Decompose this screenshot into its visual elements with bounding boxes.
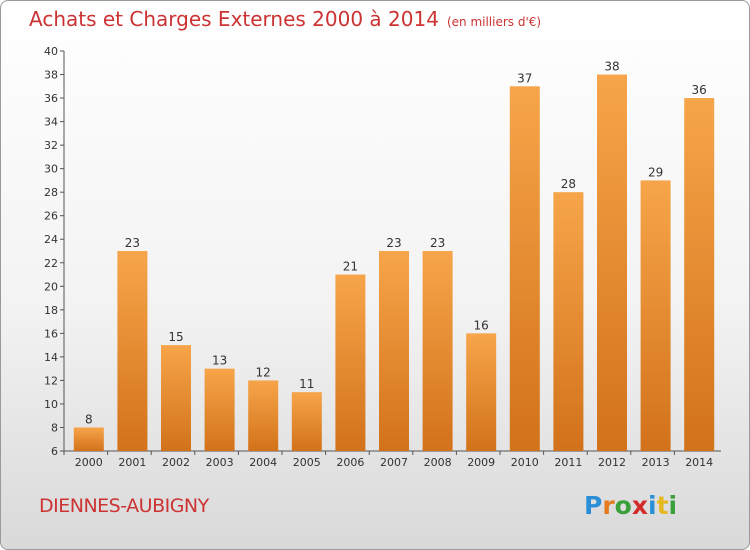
chart-title: Achats et Charges Externes 2000 à 2014 (e… xyxy=(29,7,541,31)
y-tick-label: 38 xyxy=(44,69,58,82)
y-tick-label: 8 xyxy=(51,421,58,434)
y-tick-label: 26 xyxy=(44,210,58,223)
x-tick-label: 2002 xyxy=(162,456,190,469)
bar xyxy=(597,74,627,451)
bar-value-label: 15 xyxy=(168,330,183,344)
proxiti-logo: Proxiti xyxy=(584,491,677,520)
logo-letter: o xyxy=(614,491,632,520)
logo-letter: t xyxy=(656,491,669,520)
chart-title-text: Achats et Charges Externes 2000 à 2014 xyxy=(29,7,439,31)
x-tick-label: 2000 xyxy=(75,456,103,469)
y-tick-label: 14 xyxy=(44,351,58,364)
y-tick-label: 22 xyxy=(44,257,58,270)
y-tick-label: 28 xyxy=(44,186,58,199)
y-tick-label: 30 xyxy=(44,163,58,176)
bar xyxy=(161,345,191,451)
bar-value-label: 21 xyxy=(343,260,358,274)
x-tick-label: 2012 xyxy=(598,456,626,469)
y-tick-label: 6 xyxy=(51,445,58,458)
bar-value-label: 8 xyxy=(85,412,93,426)
y-tick-label: 12 xyxy=(44,374,58,387)
logo-letter: r xyxy=(602,491,615,520)
bar-value-label: 38 xyxy=(604,60,619,74)
bar xyxy=(204,368,235,451)
x-tick-label: 2005 xyxy=(293,456,321,469)
bar-value-label: 12 xyxy=(256,365,271,379)
y-tick-label: 20 xyxy=(44,280,58,293)
logo-letter: i xyxy=(648,491,657,520)
bar-value-label: 29 xyxy=(648,165,663,179)
bar xyxy=(248,380,279,451)
bar-value-label: 37 xyxy=(517,71,532,85)
y-tick-label: 36 xyxy=(44,92,58,105)
logo-letter: i xyxy=(668,491,678,520)
y-tick-label: 10 xyxy=(44,398,58,411)
x-tick-label: 2013 xyxy=(642,456,670,469)
bar xyxy=(640,180,671,452)
bar xyxy=(684,98,715,451)
bar-value-label: 23 xyxy=(386,236,401,250)
bar-value-label: 23 xyxy=(125,236,140,250)
logo-letter: x xyxy=(631,491,648,520)
x-tick-label: 2008 xyxy=(424,456,452,469)
x-tick-label: 2001 xyxy=(118,456,146,469)
x-tick-label: 2007 xyxy=(380,456,408,469)
x-tick-label: 2003 xyxy=(206,456,234,469)
bar xyxy=(509,86,540,451)
bar xyxy=(291,392,322,451)
x-tick-label: 2010 xyxy=(511,456,539,469)
y-tick-label: 40 xyxy=(44,45,58,58)
y-tick-label: 34 xyxy=(44,116,58,129)
logo-letter: P xyxy=(584,491,603,520)
bar-value-label: 28 xyxy=(561,177,576,191)
chart-unit: (en milliers d'€) xyxy=(446,15,542,29)
bar-value-label: 36 xyxy=(692,83,707,97)
bar-value-label: 13 xyxy=(212,354,227,368)
bar xyxy=(466,333,497,451)
bar-value-label: 16 xyxy=(474,318,489,332)
bar xyxy=(553,192,584,452)
bar xyxy=(379,251,409,451)
bar xyxy=(117,251,148,451)
x-tick-label: 2006 xyxy=(336,456,364,469)
x-tick-label: 2009 xyxy=(467,456,495,469)
y-tick-label: 32 xyxy=(44,139,58,152)
x-tick-label: 2011 xyxy=(554,456,582,469)
y-tick-label: 24 xyxy=(44,233,58,246)
x-tick-label: 2004 xyxy=(249,456,277,469)
y-tick-label: 18 xyxy=(44,304,58,317)
bar xyxy=(335,274,366,451)
bar xyxy=(422,251,453,451)
bar-value-label: 23 xyxy=(430,236,445,250)
x-tick-label: 2014 xyxy=(685,456,713,469)
bar xyxy=(73,427,104,451)
bar-value-label: 11 xyxy=(299,377,314,391)
commune-name: DIENNES-AUBIGNY xyxy=(39,495,209,517)
y-tick-label: 16 xyxy=(44,327,58,340)
